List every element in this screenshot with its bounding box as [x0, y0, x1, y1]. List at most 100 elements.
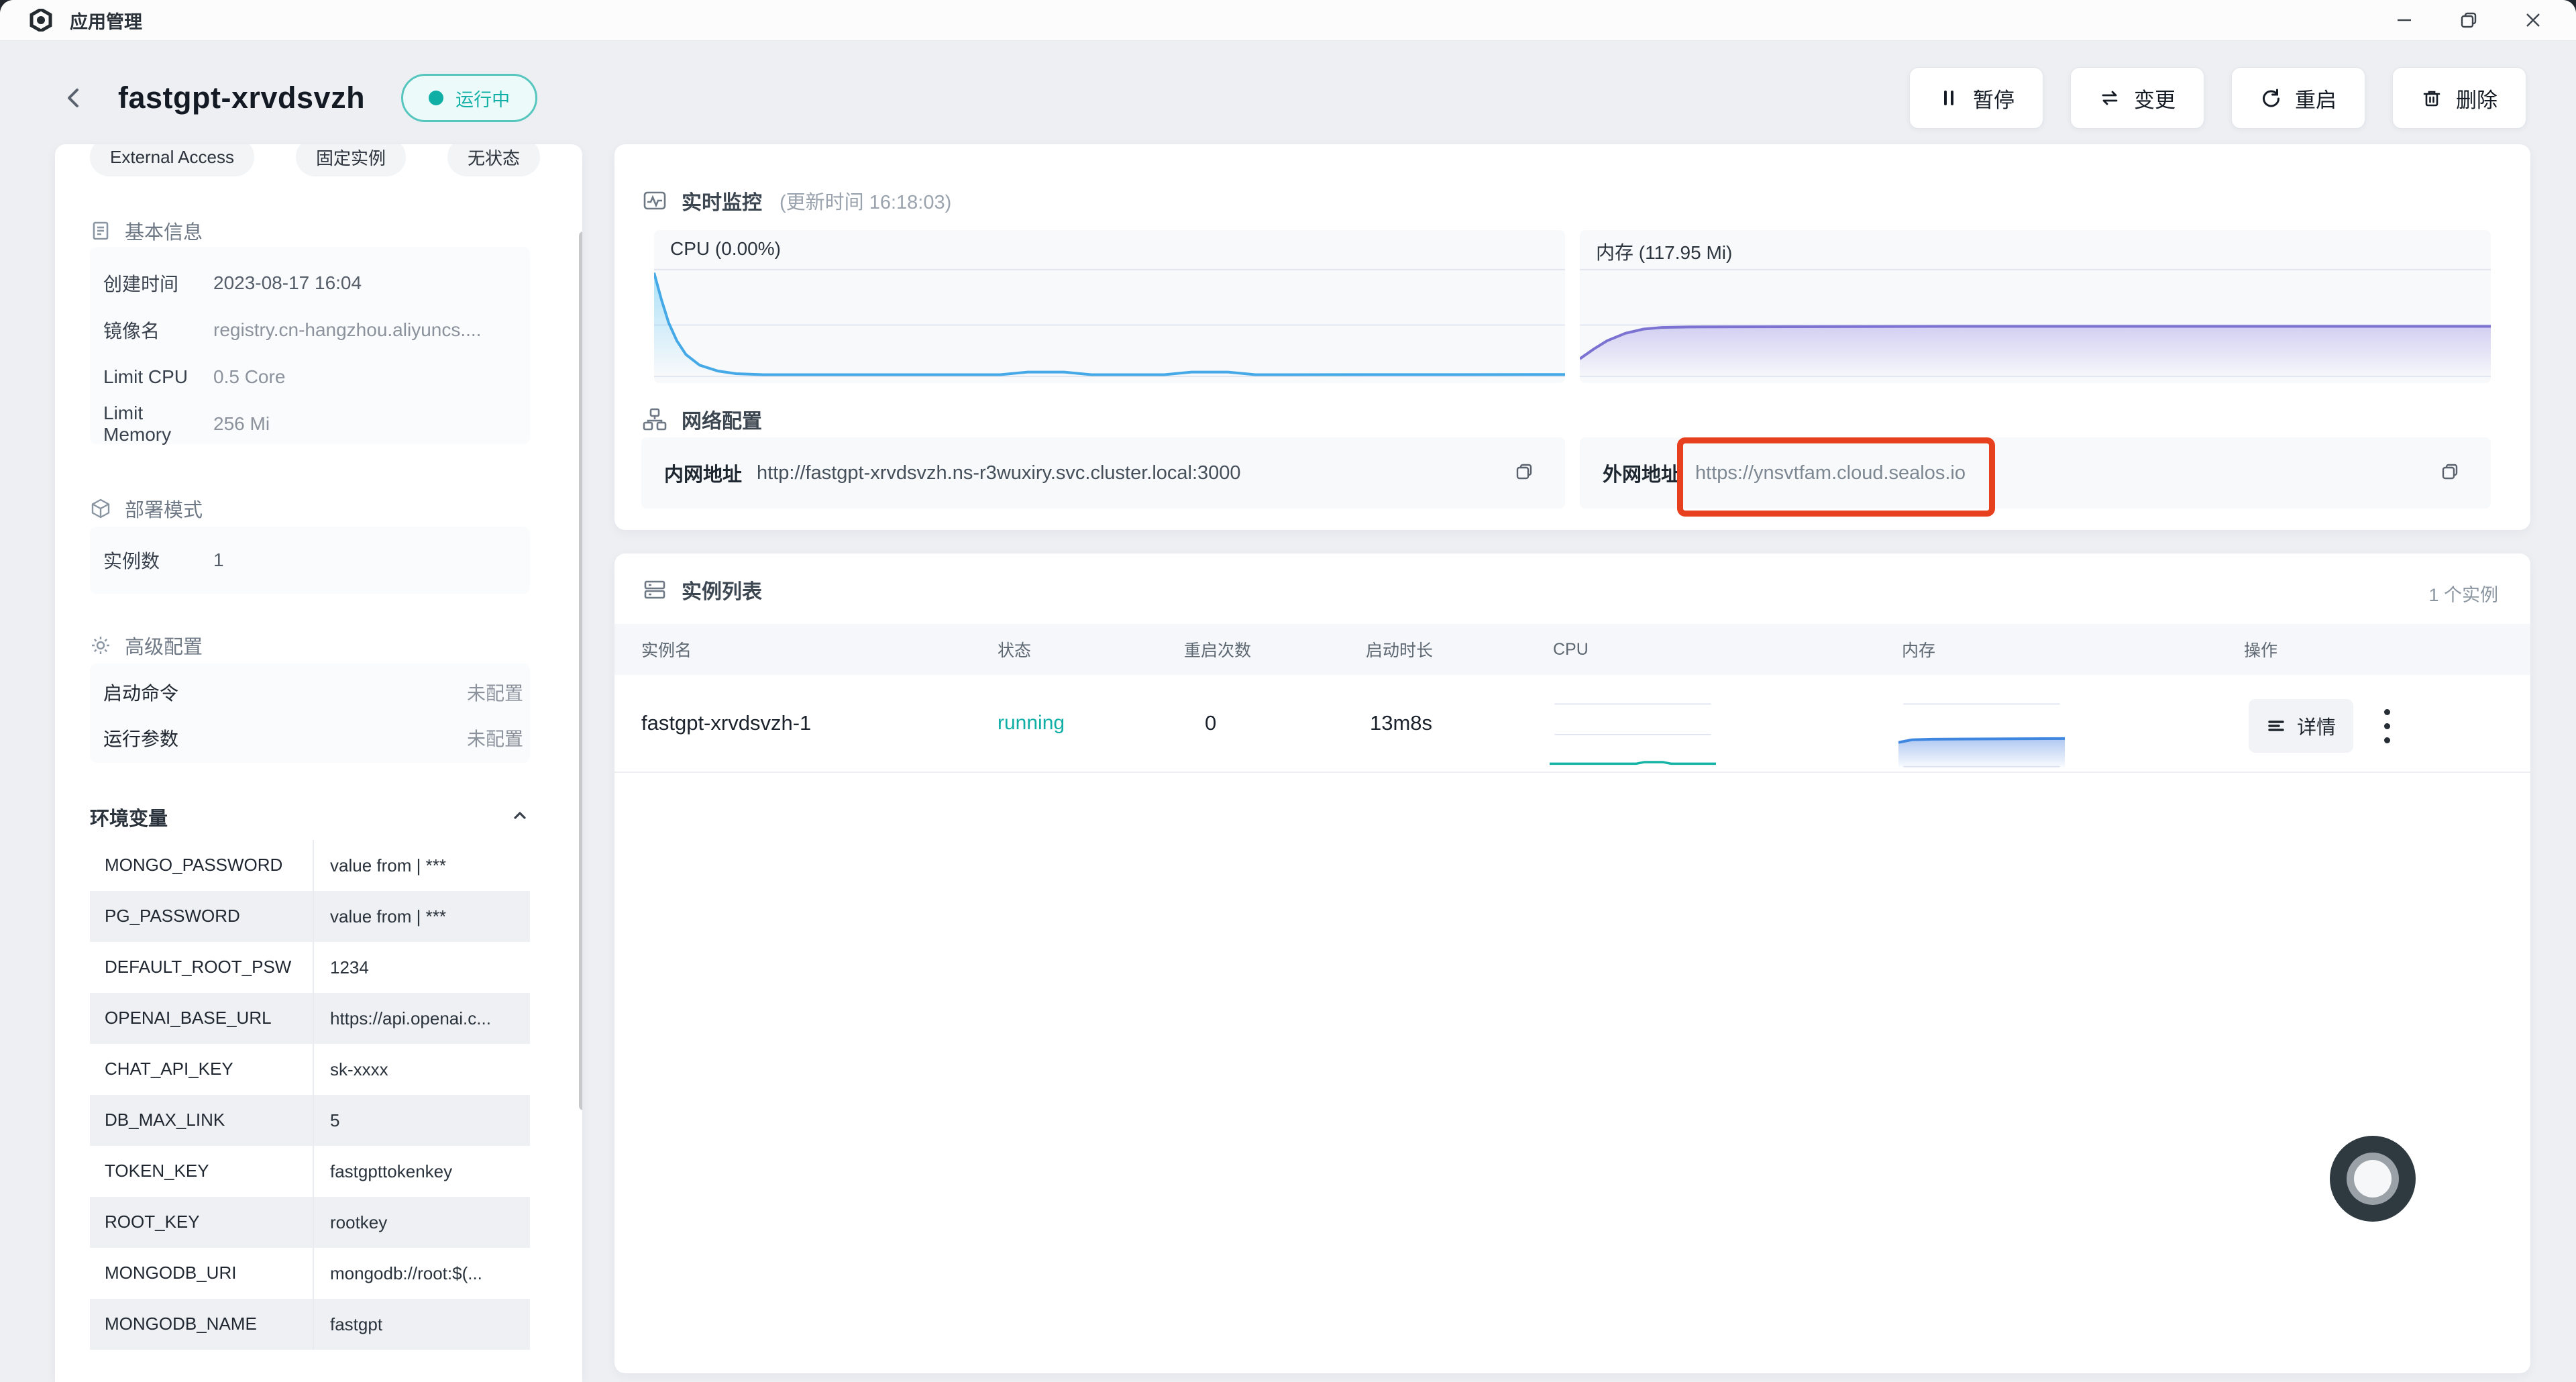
- instance-uptime: 13m8s: [1370, 711, 1433, 735]
- minimize-button[interactable]: [2392, 8, 2416, 32]
- instances-header: 实例列表: [643, 575, 762, 604]
- cpu-chart-panel: CPU (0.00%): [654, 230, 1565, 383]
- change-button[interactable]: 变更: [2070, 67, 2204, 129]
- instances-table-header: 实例名 状态 重启次数 启动时长 CPU 内存 操作: [614, 624, 2530, 675]
- internal-address-label: 内网地址: [664, 464, 743, 486]
- tag-fixed-instance[interactable]: 固定实例: [295, 144, 406, 176]
- instance-count: 1 个实例: [2428, 585, 2498, 605]
- memory-chart-panel: 内存 (117.95 Mi): [1580, 230, 2491, 383]
- titlebar: 应用管理: [0, 0, 2576, 41]
- cube-icon: [91, 498, 110, 519]
- status-dot-icon: [429, 91, 444, 105]
- delete-button[interactable]: 删除: [2392, 67, 2526, 129]
- basic-info-card: 创建时间 2023-08-17 16:04 镜像名 registry.cn-hang…: [90, 247, 530, 445]
- info-value: 1: [213, 549, 224, 570]
- internal-address-row: 内网地址 http://fastgpt-xrvdsvzh.ns-r3wuxiry…: [641, 437, 1565, 509]
- advanced-config-header: 高级配置: [90, 631, 203, 659]
- server-icon: [644, 580, 665, 599]
- internal-address-url: http://fastgpt-xrvdsvzh.ns-r3wuxiry.svc.…: [757, 462, 1241, 484]
- env-row: MONGODB_NAME fastgpt: [90, 1299, 530, 1350]
- network-icon: [643, 408, 667, 431]
- sidebar-scrollbar[interactable]: [579, 231, 582, 1110]
- env-row: TOKEN_KEY fastgpttokenkey: [90, 1146, 530, 1197]
- env-vars-table: MONGO_PASSWORD value from | *** PG_PASSWO…: [90, 840, 530, 1350]
- advanced-config-card: 启动命令 未配置 运行参数 未配置: [90, 663, 530, 763]
- detail-button[interactable]: 详情: [2249, 699, 2354, 753]
- info-label: 创建时间: [103, 274, 179, 295]
- status-badge: 运行中: [401, 74, 538, 122]
- memory-chart-label: 内存 (117.95 Mi): [1596, 242, 1733, 263]
- memory-chart: [1580, 265, 2491, 380]
- basic-info-header: 基本信息: [90, 217, 203, 245]
- env-row: OPENAI_BASE_URL https://api.openai.c...: [90, 993, 530, 1044]
- tag-pills: External Access 固定实例 无状态: [90, 144, 541, 176]
- more-options-button[interactable]: [2367, 699, 2407, 753]
- pause-icon: [1944, 91, 1953, 105]
- sidebar-panel: External Access 固定实例 无状态 基本信息 创建时间 2023-0…: [55, 144, 582, 1382]
- gear-icon: [92, 637, 109, 654]
- detail-list-icon: [2268, 721, 2284, 731]
- page-header: fastgpt-xrvdsvzh 运行中 暂停 变更 重启: [58, 66, 2526, 130]
- window-controls: [2392, 8, 2545, 32]
- env-row: MONGO_PASSWORD value from | ***: [90, 840, 530, 891]
- trash-icon: [2423, 91, 2440, 107]
- info-label: Limit Memory: [103, 403, 172, 445]
- external-address-url[interactable]: https://ynsvtfam.cloud.sealos.io: [1695, 462, 1966, 484]
- swap-icon: [2102, 91, 2118, 105]
- external-address-label: 外网地址: [1603, 464, 1681, 486]
- env-row: PG_PASSWORD value from | ***: [90, 891, 530, 942]
- info-value: 0.5 Core: [213, 366, 286, 387]
- document-icon: [93, 221, 109, 240]
- instances-card: 实例列表 1 个实例 实例名 状态 重启次数 启动时长 CPU 内存 操作 fa…: [614, 553, 2530, 1373]
- copy-icon[interactable]: [2438, 460, 2464, 486]
- network-header: 网络配置: [643, 405, 762, 434]
- instance-memory-sparkline: [1898, 699, 2065, 767]
- info-label: Limit CPU: [103, 366, 189, 387]
- chevron-up-icon[interactable]: [510, 806, 530, 829]
- config-label: 启动命令: [103, 683, 179, 704]
- instance-name: fastgpt-xrvdsvzh-1: [641, 711, 812, 735]
- cpu-chart: [654, 265, 1565, 380]
- external-address-row: 外网地址 https://ynsvtfam.cloud.sealos.io: [1580, 437, 2491, 517]
- touch-indicator: [2330, 1136, 2416, 1222]
- app-logo-icon: [30, 9, 52, 32]
- monitor-header: 实时监控 (更新时间 16:18:03): [643, 186, 951, 215]
- window-title: 应用管理: [70, 11, 142, 32]
- instance-status: running: [998, 712, 1065, 734]
- env-row: ROOT_KEY rootkey: [90, 1197, 530, 1248]
- page-title: fastgpt-xrvdsvzh: [118, 81, 366, 115]
- info-value: registry.cn-hangzhou.aliyuncs....: [213, 319, 482, 340]
- tag-stateless[interactable]: 无状态: [447, 144, 541, 176]
- config-value: 未配置: [466, 729, 523, 749]
- monitor-card: 实时监控 (更新时间 16:18:03) CPU (0.00%): [614, 144, 2530, 530]
- deploy-mode-card: 实例数 1: [90, 527, 530, 594]
- back-button[interactable]: [58, 82, 90, 114]
- header-actions: 暂停 变更 重启 删除: [1909, 67, 2526, 129]
- pulse-icon: [643, 191, 666, 210]
- info-label: 实例数: [103, 551, 160, 572]
- env-row: DEFAULT_ROOT_PSW 1234: [90, 942, 530, 993]
- env-row: CHAT_API_KEY sk-xxxx: [90, 1044, 530, 1095]
- info-value: 256 Mi: [213, 413, 270, 434]
- env-vars-header: 环境变量: [90, 803, 530, 831]
- table-row: fastgpt-xrvdsvzh-1 running 0 13m8s: [614, 675, 2530, 773]
- restore-button[interactable]: [2457, 8, 2481, 32]
- close-button[interactable]: [2521, 8, 2545, 32]
- deploy-mode-header: 部署模式: [90, 494, 203, 523]
- tag-external-access[interactable]: External Access: [90, 144, 254, 176]
- info-value: 2023-08-17 16:04: [213, 272, 362, 293]
- copy-icon[interactable]: [1513, 460, 1538, 486]
- cpu-chart-label: CPU (0.00%): [670, 238, 781, 259]
- info-label: 镜像名: [103, 321, 160, 341]
- restart-icon: [2263, 89, 2279, 107]
- restart-button[interactable]: 重启: [2231, 67, 2365, 129]
- config-label: 运行参数: [103, 729, 179, 749]
- env-row: MONGODB_URI mongodb://root:$(...: [90, 1248, 530, 1299]
- pause-button[interactable]: 暂停: [1909, 67, 2043, 129]
- instance-cpu-sparkline: [1550, 699, 1716, 770]
- config-value: 未配置: [466, 683, 523, 704]
- instance-restarts: 0: [1205, 711, 1217, 735]
- env-row: DB_MAX_LINK 5: [90, 1095, 530, 1146]
